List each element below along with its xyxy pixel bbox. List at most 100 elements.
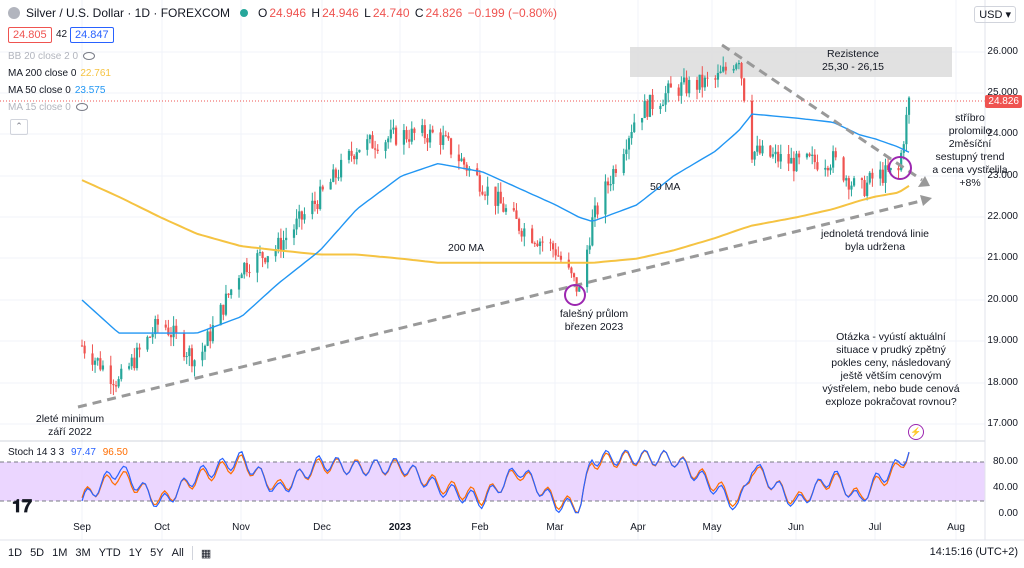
candle-body bbox=[664, 93, 667, 105]
calendar-icon[interactable]: ▦ bbox=[200, 547, 212, 560]
hidden-eye-icon[interactable] bbox=[83, 52, 96, 61]
candle-body bbox=[410, 128, 413, 142]
candle-body bbox=[148, 336, 152, 338]
candle-body bbox=[460, 158, 463, 162]
breakout-circle bbox=[888, 156, 912, 180]
ask-price-box[interactable]: 24.847 bbox=[70, 27, 114, 43]
candle-body bbox=[428, 129, 432, 143]
candle-body bbox=[408, 139, 411, 142]
range-1m[interactable]: 1M bbox=[52, 547, 68, 559]
y-axis-tick: 20.000 bbox=[987, 294, 1018, 305]
candle-body bbox=[722, 66, 725, 72]
hidden-eye-icon[interactable] bbox=[75, 103, 88, 112]
range-ytd[interactable]: YTD bbox=[98, 547, 121, 559]
candle-body bbox=[907, 97, 911, 115]
candle-body bbox=[423, 125, 426, 139]
range-all[interactable]: All bbox=[171, 547, 184, 559]
candle-body bbox=[826, 167, 829, 171]
range-1y[interactable]: 1Y bbox=[128, 547, 143, 559]
candle-body bbox=[230, 289, 233, 296]
indicator-ma200[interactable]: MA 200 close 0 22.761 bbox=[8, 68, 111, 79]
y-axis-tick: 19.000 bbox=[987, 335, 1018, 346]
candle-body bbox=[795, 153, 798, 172]
candle-body bbox=[661, 104, 665, 106]
candle-body bbox=[643, 101, 646, 119]
candle-body bbox=[866, 182, 869, 196]
candle-body bbox=[871, 172, 874, 179]
candle-body bbox=[863, 180, 866, 196]
candle-body bbox=[604, 181, 607, 215]
candle-body bbox=[206, 331, 209, 346]
uptrend-arrow-icon bbox=[920, 195, 932, 206]
candle-body bbox=[682, 77, 686, 83]
range-5d[interactable]: 5D bbox=[30, 547, 45, 559]
ma50-annotation: 50 MA bbox=[650, 181, 681, 193]
candle-body bbox=[285, 237, 288, 241]
y-axis-tick: 17.000 bbox=[987, 418, 1018, 429]
clock-time: 14:15:16 (UTC+2) bbox=[929, 546, 1018, 558]
candle-body bbox=[368, 135, 371, 140]
ohlc-values: O 24.946 H 24.946 L 24.740 C 24.826 −0.199 (… bbox=[258, 6, 557, 20]
candle-body bbox=[706, 77, 709, 79]
candle-body bbox=[497, 191, 500, 206]
indicator-ma15[interactable]: MA 15 close 0 bbox=[8, 102, 88, 113]
candle-body bbox=[421, 125, 424, 133]
candle-body bbox=[494, 186, 497, 206]
candle-body bbox=[169, 334, 173, 338]
lightning-icon[interactable]: ⚡ bbox=[908, 424, 924, 440]
candle-body bbox=[392, 127, 395, 130]
x-axis-tick: Mar bbox=[546, 522, 564, 533]
candle-body bbox=[334, 169, 337, 178]
downtrend-arrow-icon bbox=[918, 176, 930, 187]
candle-body bbox=[319, 186, 322, 210]
collapse-icon[interactable]: ⌃ bbox=[10, 119, 28, 135]
candle-body bbox=[478, 175, 481, 192]
candle-body bbox=[114, 385, 118, 387]
candle-body bbox=[355, 152, 358, 160]
range-1d[interactable]: 1D bbox=[8, 547, 23, 559]
candle-body bbox=[829, 167, 832, 171]
candle-body bbox=[219, 304, 222, 326]
candle-body bbox=[101, 365, 105, 370]
candle-body bbox=[193, 360, 196, 367]
candle-body bbox=[541, 241, 544, 243]
candle-body bbox=[167, 327, 170, 335]
candle-body bbox=[680, 82, 683, 96]
candle-body bbox=[554, 249, 557, 256]
x-axis-tick: Sep bbox=[73, 522, 91, 533]
tradingview-logo: 𝟏𝟕 bbox=[12, 496, 33, 516]
indicator-bb[interactable]: BB 20 close 2 0 bbox=[8, 51, 96, 62]
currency-selector[interactable]: USD ▾ bbox=[974, 6, 1016, 23]
stoch-legend[interactable]: Stoch 14 3 3 97.47 96.50 bbox=[8, 447, 128, 458]
candle-body bbox=[499, 191, 502, 204]
candle-body bbox=[640, 118, 644, 123]
candle-body bbox=[164, 324, 167, 328]
candle-body bbox=[612, 169, 615, 185]
x-axis-tick: Jun bbox=[787, 522, 805, 533]
x-axis-tick: Oct bbox=[154, 522, 170, 533]
candle-body bbox=[182, 333, 186, 358]
candle-body bbox=[813, 154, 816, 163]
x-axis-tick: Apr bbox=[630, 522, 646, 533]
stoch-tick: 40.00 bbox=[992, 482, 1018, 493]
candle-body bbox=[311, 200, 314, 215]
candle-body bbox=[557, 255, 560, 257]
range-5y[interactable]: 5Y bbox=[150, 547, 164, 559]
symbol-title[interactable]: Silver / U.S. Dollar · 1D · FOREXCOM bbox=[26, 6, 231, 20]
bid-price-box[interactable]: 24.805 bbox=[8, 27, 52, 43]
false-breakout-annotation: falešný průlom březen 2023 bbox=[559, 308, 629, 333]
candle-body bbox=[531, 228, 534, 243]
range-3m[interactable]: 3M bbox=[75, 547, 91, 559]
candle-body bbox=[80, 345, 84, 347]
question-annotation: Otázka - vyústí aktuální situace v prudký… bbox=[822, 331, 960, 408]
candle-body bbox=[850, 185, 853, 190]
candle-body bbox=[596, 205, 599, 215]
range-toolbar: 1D 5D 1M 3M YTD 1Y 5Y All ▦ bbox=[8, 546, 211, 560]
candle-body bbox=[172, 325, 175, 338]
candle-body bbox=[758, 145, 761, 154]
candle-body bbox=[606, 181, 610, 186]
candle-body bbox=[91, 353, 94, 365]
indicator-ma50[interactable]: MA 50 close 0 23.575 bbox=[8, 85, 106, 96]
candle-body bbox=[135, 347, 139, 369]
